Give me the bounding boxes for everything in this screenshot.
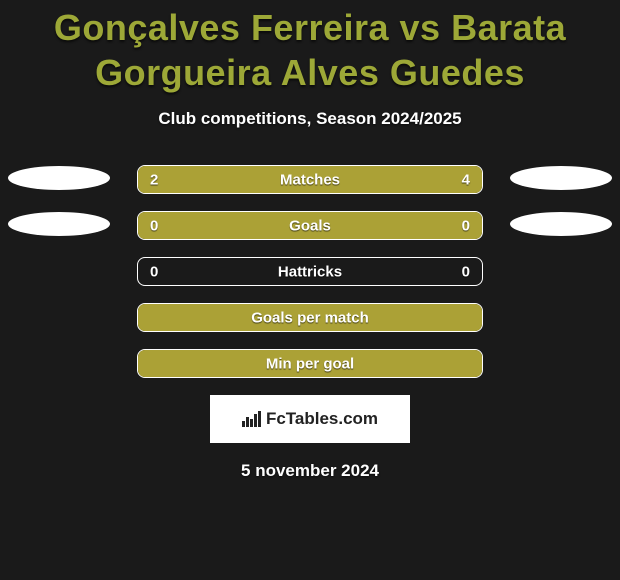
- stat-row: 0 0Hattricks: [0, 257, 620, 287]
- stat-row: 24Matches: [0, 165, 620, 195]
- bar-fill-right: [138, 350, 482, 377]
- stat-value-right: 0: [462, 263, 470, 280]
- stat-row: 00Goals: [0, 211, 620, 241]
- source-badge: FcTables.com: [210, 395, 410, 443]
- player-left-marker: [8, 166, 110, 190]
- stat-label: Hattricks: [138, 263, 482, 280]
- stat-bar: 0 0Hattricks: [137, 257, 483, 286]
- stat-value-right: 0: [462, 217, 470, 234]
- stat-value-right: 4: [462, 171, 470, 188]
- bar-fill-right: [138, 212, 482, 239]
- stat-bar: 00Goals: [137, 211, 483, 240]
- bar-fill-right: [138, 304, 482, 331]
- stat-bar: Goals per match: [137, 303, 483, 332]
- stat-bar: 24Matches: [137, 165, 483, 194]
- stat-value-left: 0: [150, 217, 158, 234]
- player-right-marker: [510, 166, 612, 190]
- badge-text: FcTables.com: [266, 409, 378, 429]
- snapshot-date: 5 november 2024: [0, 461, 620, 481]
- stat-bar: Min per goal: [137, 349, 483, 378]
- chart-icon: [242, 411, 262, 427]
- stat-row: Goals per match: [0, 303, 620, 333]
- comparison-subtitle: Club competitions, Season 2024/2025: [0, 109, 620, 129]
- player-right-marker: [510, 212, 612, 236]
- stat-rows: 24Matches00Goals00HattricksGoals per mat…: [0, 165, 620, 379]
- stat-value-left: 0: [150, 263, 158, 280]
- bar-fill-right: [241, 166, 482, 193]
- stat-row: Min per goal: [0, 349, 620, 379]
- stat-value-left: 2: [150, 171, 158, 188]
- player-left-marker: [8, 212, 110, 236]
- comparison-title: Gonçalves Ferreira vs Barata Gorgueira A…: [0, 0, 620, 95]
